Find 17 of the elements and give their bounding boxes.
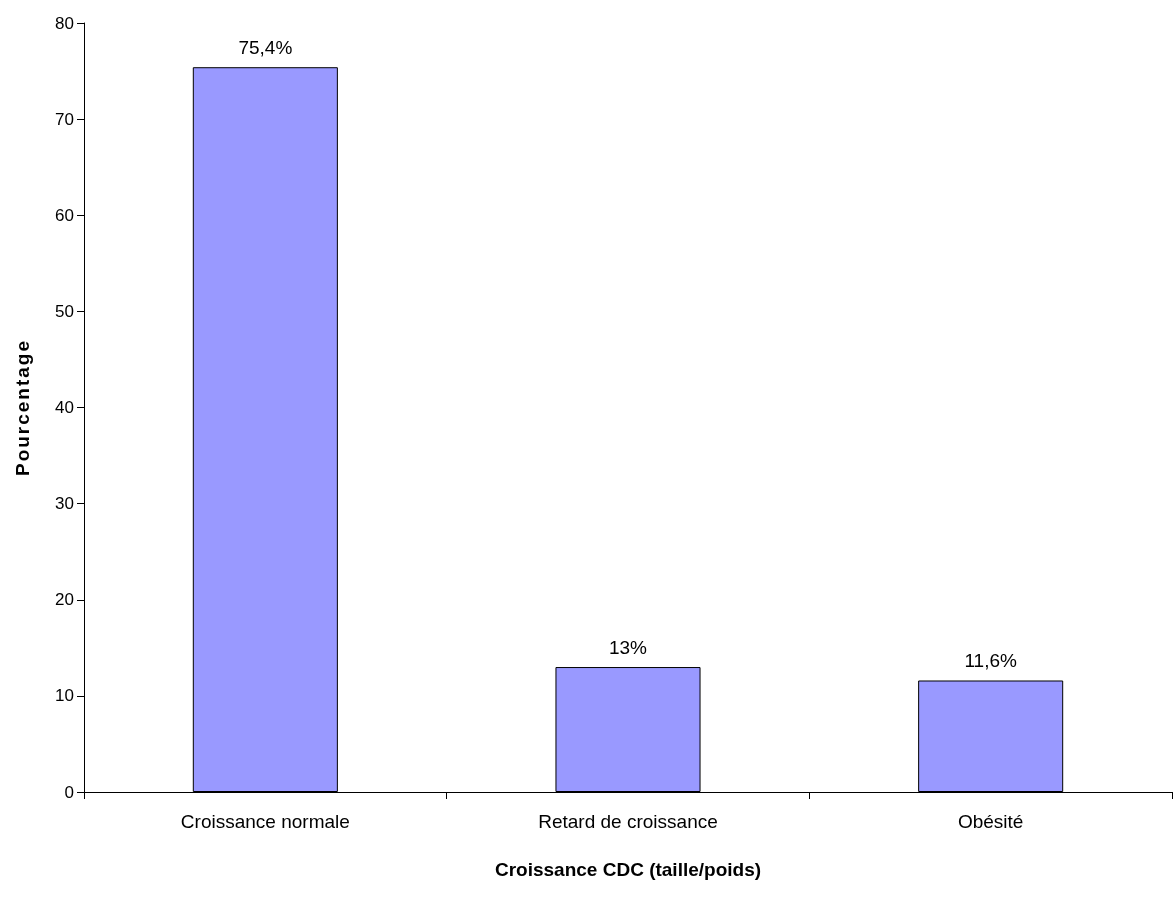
data-label: 13% <box>608 637 648 659</box>
x-tick-label: Obésité <box>957 811 1024 832</box>
y-tick-label: 70 <box>55 109 74 129</box>
y-tick-label: 30 <box>55 494 74 514</box>
y-tick-label: 40 <box>55 398 74 417</box>
x-axis-title: Croissance CDC (taille/poids) <box>494 859 762 880</box>
y-tick-label: 20 <box>55 590 74 610</box>
y-axis-title: Pourcentage <box>12 338 33 477</box>
y-tick-label: 80 <box>55 13 74 33</box>
y-tick-label: 60 <box>55 205 74 225</box>
x-tick-label: Retard de croissance <box>538 811 718 832</box>
y-tick-label: 0 <box>64 782 74 802</box>
x-tick-label: Croissance normale <box>180 811 350 832</box>
data-label: 11,6% <box>964 650 1017 672</box>
y-tick-label: 10 <box>55 686 74 706</box>
y-tick-label: 50 <box>55 301 74 321</box>
data-label: 75,4% <box>238 37 293 59</box>
